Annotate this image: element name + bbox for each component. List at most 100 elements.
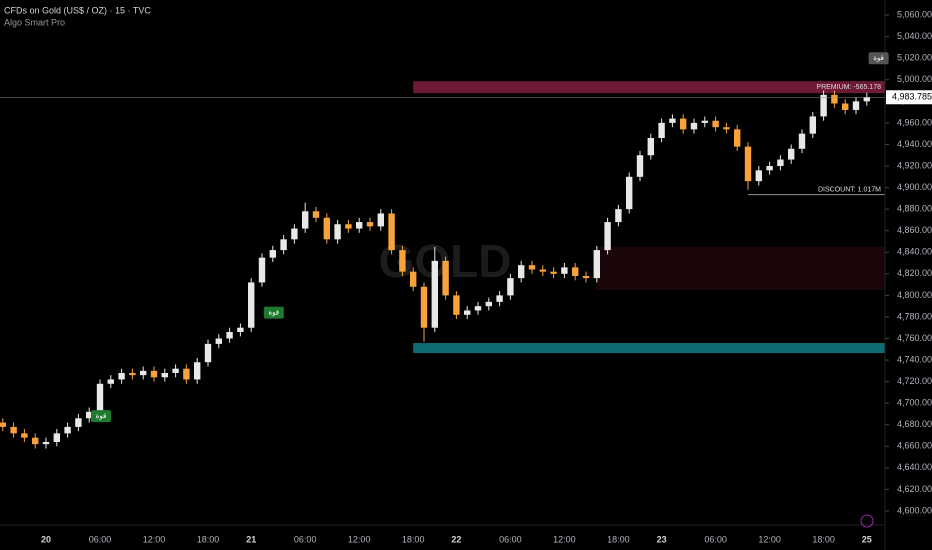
zone: [748, 194, 885, 196]
candle-body: [302, 211, 309, 229]
candle-body: [118, 372, 125, 380]
signal-label: قوة: [873, 55, 884, 62]
candle-body: [604, 222, 611, 251]
candle-body: [507, 278, 514, 296]
candle-body: [431, 260, 438, 328]
y-tick-label: 4,720.000: [897, 376, 932, 386]
x-tick-label: 23: [657, 534, 667, 544]
candle-body: [712, 120, 719, 128]
candle-body: [64, 426, 71, 434]
y-tick-label: 4,820.000: [897, 268, 932, 278]
y-tick-label: 4,640.000: [897, 462, 932, 472]
y-tick-label: 5,020.000: [897, 53, 932, 63]
x-tick-label: 12:00: [348, 534, 371, 544]
x-tick-label: 18:00: [197, 534, 220, 544]
candle-body: [280, 239, 287, 251]
candle-body: [831, 94, 838, 104]
candle-body: [334, 224, 341, 240]
candle-body: [615, 209, 622, 223]
candle-body: [291, 228, 298, 240]
x-tick-label: 06:00: [499, 534, 522, 544]
candle-body: [388, 213, 395, 251]
candle-body: [788, 148, 795, 160]
candle-body: [647, 137, 654, 156]
candle-body: [582, 275, 590, 279]
y-tick-label: 5,060.000: [897, 9, 932, 19]
candle-body: [561, 267, 568, 274]
candle-body: [172, 368, 179, 373]
candle-body: [852, 101, 860, 110]
candle-body: [420, 286, 428, 328]
candle-body: [550, 271, 557, 274]
candle-body: [96, 383, 104, 412]
candle-body: [658, 122, 665, 138]
x-tick-label: 12:00: [143, 534, 166, 544]
candle-body: [204, 343, 212, 363]
candle-body: [723, 127, 730, 130]
candle-body: [377, 213, 384, 227]
candle-body: [42, 441, 50, 445]
last-price-box: [886, 90, 932, 105]
y-tick-label: 4,800.000: [897, 290, 932, 300]
candle-body: [496, 295, 503, 302]
y-tick-label: 5,000.000: [897, 74, 932, 84]
candle-body: [636, 155, 644, 177]
icon[interactable]: [860, 514, 874, 528]
candle-body: [140, 370, 147, 376]
candle-body: [442, 260, 449, 296]
zone-label: DISCOUNT: 1.017M: [818, 186, 881, 193]
candle-body: [312, 211, 320, 218]
x-tick-label: 06:00: [89, 534, 112, 544]
candle-body: [593, 250, 600, 279]
x-tick-label: 18:00: [607, 534, 630, 544]
candle-body: [572, 267, 579, 276]
candle-body: [161, 372, 168, 378]
candle-body: [53, 433, 60, 442]
y-tick-label: 4,760.000: [897, 333, 932, 343]
x-tick-label: 12:00: [553, 534, 576, 544]
candle-body: [690, 122, 698, 130]
candle-body: [809, 116, 816, 134]
candle-body: [528, 265, 536, 270]
y-tick-label: 5,040.000: [897, 31, 932, 41]
y-tick-label: 4,740.000: [897, 354, 932, 364]
y-tick-label: 4,660.000: [897, 441, 932, 451]
candle-body: [75, 418, 82, 427]
candle-body: [226, 332, 233, 339]
y-tick-label: 4,680.000: [897, 419, 932, 429]
x-tick-label: 25: [862, 534, 872, 544]
signal-label: قوة: [268, 309, 279, 316]
candle-body: [194, 362, 201, 380]
y-tick-label: 4,860.000: [897, 225, 932, 235]
candle-body: [410, 271, 417, 287]
zone: [596, 246, 885, 290]
y-tick-label: 4,920.000: [897, 160, 932, 170]
candle-body: [820, 94, 827, 117]
candle-body: [215, 338, 222, 344]
candle-body: [842, 103, 849, 110]
signal-box: [868, 52, 889, 65]
candle-body: [237, 327, 244, 333]
candle-body: [485, 301, 492, 307]
signal-label: قوة: [96, 413, 107, 420]
candle-body: [518, 265, 525, 279]
y-tick-label: 4,700.000: [897, 398, 932, 408]
candle-body: [107, 379, 114, 384]
candle-body: [766, 166, 773, 171]
candle-body: [366, 222, 374, 227]
candle-body: [86, 411, 93, 419]
candle-body: [345, 224, 352, 229]
candle-body: [744, 146, 752, 182]
candle-body: [734, 129, 741, 147]
zone: [413, 81, 885, 94]
candle-body: [464, 310, 471, 315]
candle-body: [258, 257, 266, 283]
candle-body: [399, 250, 406, 272]
candle-body: [680, 118, 687, 130]
y-tick-label: 4,940.000: [897, 139, 932, 149]
candle-body: [863, 97, 870, 102]
x-tick-label: 06:00: [704, 534, 727, 544]
y-tick-label: 4,960.000: [897, 117, 932, 127]
x-tick-label: 06:00: [294, 534, 317, 544]
x-tick-label: 18:00: [402, 534, 425, 544]
